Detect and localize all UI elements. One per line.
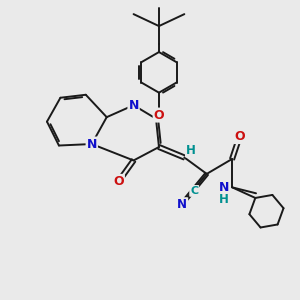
- Text: C: C: [190, 186, 198, 196]
- Text: N: N: [177, 198, 187, 211]
- Text: N: N: [87, 137, 97, 151]
- Text: N: N: [128, 99, 139, 112]
- Text: O: O: [154, 109, 164, 122]
- Text: H: H: [219, 194, 229, 206]
- Text: O: O: [234, 130, 245, 143]
- Text: N: N: [219, 182, 229, 194]
- Text: O: O: [113, 175, 124, 188]
- Text: H: H: [186, 143, 196, 157]
